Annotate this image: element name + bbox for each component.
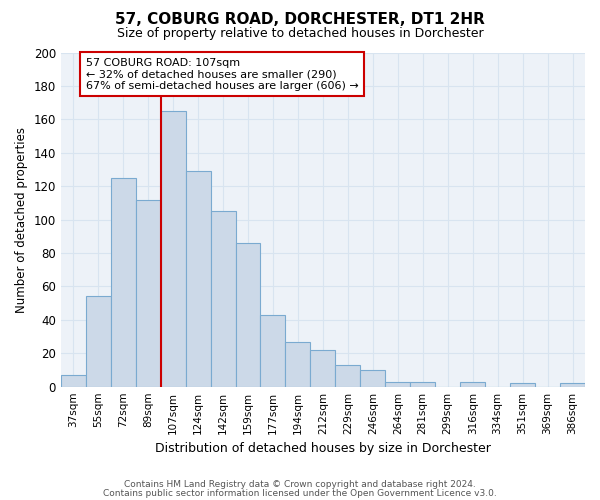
Bar [310, 350, 335, 387]
Bar [286, 342, 310, 386]
Text: 57 COBURG ROAD: 107sqm
← 32% of detached houses are smaller (290)
67% of semi-de: 57 COBURG ROAD: 107sqm ← 32% of detached… [86, 58, 359, 90]
Y-axis label: Number of detached properties: Number of detached properties [15, 126, 28, 312]
Bar [460, 382, 485, 386]
Bar [510, 384, 535, 386]
Bar [161, 111, 185, 386]
Bar [136, 200, 161, 386]
X-axis label: Distribution of detached houses by size in Dorchester: Distribution of detached houses by size … [155, 442, 491, 455]
Bar [335, 365, 361, 386]
Text: 57, COBURG ROAD, DORCHESTER, DT1 2HR: 57, COBURG ROAD, DORCHESTER, DT1 2HR [115, 12, 485, 28]
Bar [111, 178, 136, 386]
Bar [410, 382, 435, 386]
Bar [260, 315, 286, 386]
Bar [86, 296, 111, 386]
Bar [61, 375, 86, 386]
Bar [361, 370, 385, 386]
Bar [236, 243, 260, 386]
Text: Contains HM Land Registry data © Crown copyright and database right 2024.: Contains HM Land Registry data © Crown c… [124, 480, 476, 489]
Bar [185, 171, 211, 386]
Bar [385, 382, 410, 386]
Text: Contains public sector information licensed under the Open Government Licence v3: Contains public sector information licen… [103, 489, 497, 498]
Text: Size of property relative to detached houses in Dorchester: Size of property relative to detached ho… [116, 28, 484, 40]
Bar [211, 211, 236, 386]
Bar [560, 384, 585, 386]
